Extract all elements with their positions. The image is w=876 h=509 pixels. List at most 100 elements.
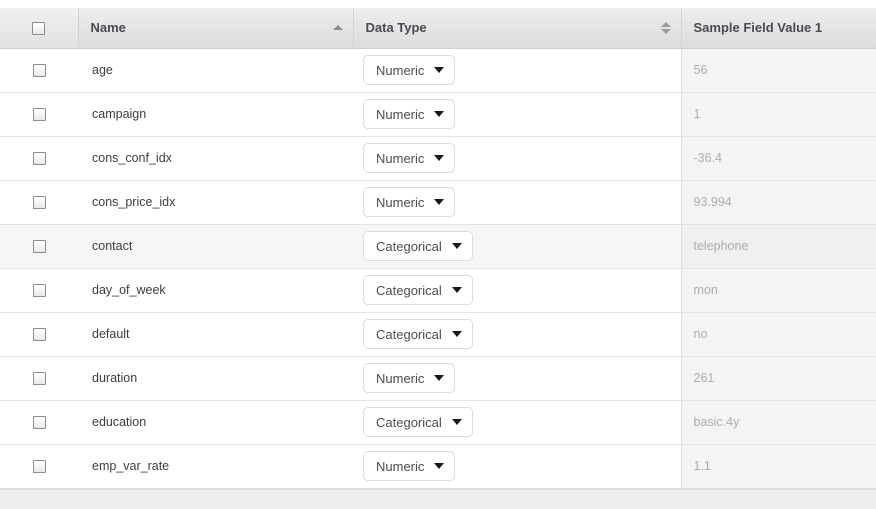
field-name-cell: campaign <box>78 92 353 137</box>
top-gutter <box>0 0 876 8</box>
field-name-label: duration <box>92 371 138 385</box>
data-type-cell[interactable]: Numeric <box>353 180 682 225</box>
row-checkbox[interactable] <box>32 108 46 122</box>
chevron-down-icon <box>434 155 445 161</box>
field-name-label: campaign <box>92 107 147 121</box>
header-select-all-cell[interactable] <box>0 8 79 49</box>
data-type-dropdown[interactable]: Categorical <box>363 407 473 437</box>
field-name-label: age <box>92 63 113 77</box>
row-checkbox-cell[interactable] <box>0 268 78 313</box>
chevron-down-icon <box>434 463 445 469</box>
sample-value-label: 261 <box>693 371 715 385</box>
field-name-label: contact <box>92 239 133 253</box>
triangle-up-icon[interactable] <box>332 21 343 35</box>
chevron-down-icon <box>451 419 462 425</box>
field-name-label: cons_price_idx <box>92 195 176 209</box>
data-type-value: Numeric <box>376 62 425 78</box>
row-checkbox[interactable] <box>32 328 46 342</box>
table-row[interactable]: contact Categorical telephone <box>0 224 876 269</box>
data-type-value: Numeric <box>376 150 425 166</box>
data-type-value: Categorical <box>376 326 442 342</box>
header-label-name: Name <box>90 20 126 36</box>
data-type-cell[interactable]: Categorical <box>353 400 682 445</box>
data-type-dropdown[interactable]: Categorical <box>363 275 473 305</box>
row-checkbox-cell[interactable] <box>0 48 78 93</box>
sample-value-label: basic.4y <box>693 415 740 429</box>
data-type-dropdown[interactable]: Numeric <box>363 99 456 129</box>
sample-value-cell: 56 <box>681 48 876 93</box>
select-all-checkbox[interactable] <box>32 22 46 36</box>
field-name-label: emp_var_rate <box>92 459 170 473</box>
table-footer-strip <box>0 488 876 509</box>
sample-value-cell: 1 <box>681 92 876 137</box>
data-type-dropdown[interactable]: Categorical <box>363 231 473 261</box>
data-type-cell[interactable]: Categorical <box>353 224 682 269</box>
data-type-value: Categorical <box>376 238 442 254</box>
row-checkbox[interactable] <box>32 64 46 78</box>
row-checkbox-cell[interactable] <box>0 180 78 225</box>
data-type-cell[interactable]: Categorical <box>353 312 682 357</box>
data-type-dropdown[interactable]: Categorical <box>363 319 473 349</box>
sample-value-cell: no <box>681 312 876 357</box>
row-checkbox[interactable] <box>32 416 46 430</box>
row-checkbox-cell[interactable] <box>0 136 78 181</box>
field-name-label: education <box>92 415 147 429</box>
row-checkbox[interactable] <box>32 152 46 166</box>
field-name-cell: contact <box>78 224 353 269</box>
table-row[interactable]: emp_var_rate Numeric 1.1 <box>0 444 876 489</box>
row-checkbox[interactable] <box>32 284 46 298</box>
data-type-cell[interactable]: Numeric <box>353 356 682 401</box>
sample-value-label: mon <box>693 283 718 297</box>
sample-value-label: 1.1 <box>693 459 711 473</box>
row-checkbox[interactable] <box>32 240 46 254</box>
row-checkbox-cell[interactable] <box>0 224 78 269</box>
sort-updown-icon[interactable] <box>660 21 671 35</box>
chevron-down-icon <box>451 331 462 337</box>
row-checkbox-cell[interactable] <box>0 92 78 137</box>
table-row[interactable]: default Categorical no <box>0 312 876 357</box>
chevron-down-icon <box>434 375 445 381</box>
data-type-cell[interactable]: Categorical <box>353 268 682 313</box>
data-type-value: Categorical <box>376 282 442 298</box>
table-row[interactable]: campaign Numeric 1 <box>0 92 876 137</box>
row-checkbox-cell[interactable] <box>0 444 78 489</box>
row-checkbox[interactable] <box>32 460 46 474</box>
header-column-sample-field-value[interactable]: Sample Field Value 1 <box>681 8 876 49</box>
table-row[interactable]: education Categorical basic.4y <box>0 400 876 445</box>
data-type-cell[interactable]: Numeric <box>353 444 682 489</box>
data-type-dropdown[interactable]: Numeric <box>363 187 456 217</box>
sample-value-cell: basic.4y <box>681 400 876 445</box>
header-label-sample-field-value: Sample Field Value 1 <box>693 20 823 36</box>
table-row[interactable]: cons_price_idx Numeric 93.994 <box>0 180 876 225</box>
header-column-data-type[interactable]: Data Type <box>353 8 682 49</box>
data-type-cell[interactable]: Numeric <box>353 136 682 181</box>
row-checkbox[interactable] <box>32 372 46 386</box>
chevron-down-icon <box>451 287 462 293</box>
sample-value-label: 1 <box>693 107 701 121</box>
sample-value-cell: 1.1 <box>681 444 876 489</box>
data-type-cell[interactable]: Numeric <box>353 48 682 93</box>
table-row[interactable]: duration Numeric 261 <box>0 356 876 401</box>
field-name-cell: duration <box>78 356 353 401</box>
row-checkbox-cell[interactable] <box>0 400 78 445</box>
sample-value-cell: telephone <box>681 224 876 269</box>
data-type-dropdown[interactable]: Numeric <box>363 363 456 393</box>
row-checkbox[interactable] <box>32 196 46 210</box>
table-row[interactable]: cons_conf_idx Numeric -36.4 <box>0 136 876 181</box>
row-checkbox-cell[interactable] <box>0 356 78 401</box>
table-row[interactable]: day_of_week Categorical mon <box>0 268 876 313</box>
chevron-down-icon <box>434 111 445 117</box>
header-column-name[interactable]: Name <box>78 8 354 49</box>
data-type-value: Categorical <box>376 414 442 430</box>
table-row[interactable]: age Numeric 56 <box>0 48 876 93</box>
data-type-dropdown[interactable]: Numeric <box>363 143 456 173</box>
data-type-value: Numeric <box>376 370 425 386</box>
data-type-dropdown[interactable]: Numeric <box>363 451 456 481</box>
field-name-cell: age <box>78 48 353 93</box>
row-checkbox-cell[interactable] <box>0 312 78 357</box>
sample-value-label: no <box>693 327 708 341</box>
data-type-cell[interactable]: Numeric <box>353 92 682 137</box>
data-type-dropdown[interactable]: Numeric <box>363 55 456 85</box>
field-name-cell: cons_price_idx <box>78 180 353 225</box>
